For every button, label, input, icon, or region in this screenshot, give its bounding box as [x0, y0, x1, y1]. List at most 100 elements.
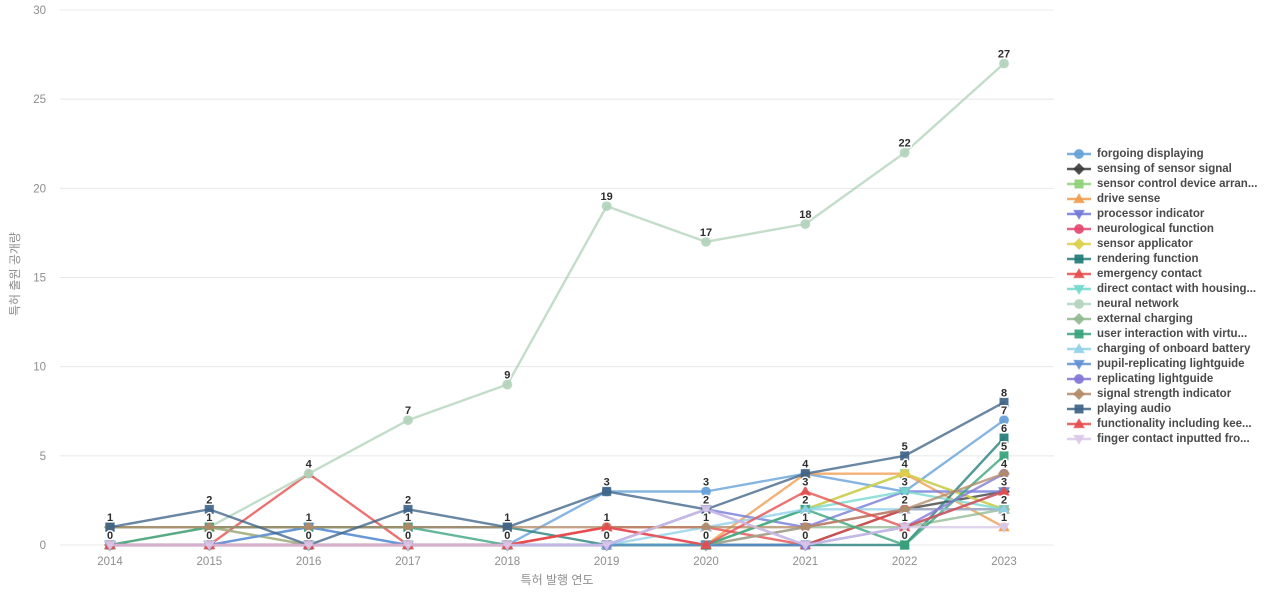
legend-marker-icon	[1067, 418, 1091, 429]
legend-item-functionality-including-kee[interactable]: functionality including kee...	[1066, 418, 1257, 430]
legend-item-user-interaction-with-virtu[interactable]: user interaction with virtu...	[1066, 328, 1257, 340]
data-point-finger-contact-inputted-fro[interactable]	[302, 540, 315, 552]
data-label: 2	[405, 494, 411, 506]
data-label: 1	[902, 512, 908, 524]
data-label: 7	[1001, 405, 1007, 417]
data-point-playing-audio[interactable]	[502, 522, 513, 532]
data-point-playing-audio[interactable]	[403, 504, 413, 515]
y-tick-label: 20	[33, 183, 46, 195]
data-point-playing-audio[interactable]	[899, 451, 910, 461]
data-point-neural-network[interactable]	[402, 415, 414, 426]
legend-marker-icon	[1067, 193, 1091, 204]
data-point-playing-audio[interactable]	[204, 504, 215, 515]
legend-item-neurological-function[interactable]: neurological function	[1066, 223, 1257, 235]
series-finger-contact-inputted-fro	[103, 505, 1011, 552]
series-neural-network	[104, 58, 1010, 551]
data-point-finger-contact-inputted-fro[interactable]	[501, 540, 514, 552]
data-point-signal-strength-indicator[interactable]	[699, 520, 713, 534]
legend-item-direct-contact-with-housing[interactable]: direct contact with housing...	[1066, 283, 1257, 295]
data-label: 17	[700, 227, 712, 239]
data-point-playing-audio[interactable]	[800, 468, 811, 479]
data-point-finger-contact-inputted-fro[interactable]	[997, 522, 1011, 534]
data-point-neural-network[interactable]	[998, 58, 1010, 69]
legend-item-sensor-control-device-arran[interactable]: sensor control device arran...	[1066, 178, 1257, 190]
data-point-signal-strength-indicator[interactable]	[898, 503, 911, 516]
legend-item-playing-audio[interactable]: playing audio	[1066, 403, 1257, 415]
legend-item-charging-of-onboard-battery[interactable]: charging of onboard battery	[1066, 343, 1257, 355]
data-point-neural-network[interactable]	[502, 379, 513, 390]
legend-item-forgoing-displaying[interactable]: forgoing displaying	[1066, 148, 1257, 160]
legend-item-label: neural network	[1097, 298, 1179, 310]
x-tick-label: 2021	[793, 556, 819, 568]
data-point-functionality-including-kee[interactable]	[799, 485, 812, 496]
data-point-neural-network[interactable]	[899, 147, 910, 158]
data-point-neural-network[interactable]	[800, 218, 811, 230]
data-point-neural-network[interactable]	[601, 201, 612, 212]
legend-item-replicating-lightguide[interactable]: replicating lightguide	[1066, 373, 1257, 385]
data-label: 1	[107, 512, 113, 524]
data-point-rendering-function[interactable]	[999, 433, 1009, 443]
data-label: 8	[1001, 387, 1007, 399]
data-point-charging-of-onboard-battery[interactable]	[799, 503, 812, 514]
legend-item-signal-strength-indicator[interactable]: signal strength indicator	[1066, 388, 1257, 400]
legend-item-label: sensor applicator	[1097, 238, 1193, 250]
data-point-functionality-including-kee[interactable]	[600, 520, 613, 532]
data-point-replicating-lightguide	[1073, 373, 1085, 385]
data-point-finger-contact-inputted-fro[interactable]	[203, 540, 216, 552]
data-point-signal-strength-indicator[interactable]	[401, 520, 415, 534]
legend-marker-icon	[1067, 209, 1091, 220]
legend-item-neural-network[interactable]: neural network	[1066, 298, 1257, 310]
data-point-functionality-including-kee[interactable]	[699, 538, 713, 550]
data-point-pupil-replicating-lightguide	[1072, 359, 1086, 370]
data-point-finger-contact-inputted-fro[interactable]	[401, 540, 415, 552]
legend-item-emergency-contact[interactable]: emergency contact	[1066, 268, 1257, 280]
data-point-signal-strength-indicator[interactable]	[302, 520, 315, 534]
legend-item-external-charging[interactable]: external charging	[1066, 313, 1257, 325]
x-axis-title: 특허 발행 연도	[520, 573, 594, 587]
data-label: 4	[802, 459, 809, 471]
data-point-finger-contact-inputted-fro[interactable]	[799, 540, 812, 552]
data-point-playing-audio[interactable]	[105, 522, 115, 532]
data-point-signal-strength-indicator[interactable]	[799, 520, 812, 534]
legend-item-pupil-replicating-lightguide[interactable]: pupil-replicating lightguide	[1066, 358, 1257, 370]
data-label: 3	[604, 477, 610, 489]
data-label: 2	[802, 494, 808, 506]
legend-item-processor-indicator[interactable]: processor indicator	[1066, 208, 1257, 220]
data-point-finger-contact-inputted-fro[interactable]	[103, 540, 117, 552]
legend-marker-icon	[1067, 434, 1091, 445]
data-point-finger-contact-inputted-fro[interactable]	[699, 505, 713, 516]
data-point-forgoing-displaying[interactable]	[700, 486, 712, 497]
x-tick-label: 2015	[197, 556, 223, 568]
data-point-direct-contact-with-housing[interactable]	[898, 487, 911, 498]
data-label: 19	[601, 191, 613, 203]
data-point-charging-of-onboard-battery[interactable]	[997, 503, 1011, 514]
legend-item-finger-contact-inputted-fro[interactable]: finger contact inputted fro...	[1066, 433, 1257, 445]
data-label: 2	[1001, 494, 1007, 506]
legend-item-sensing-of-sensor-signal[interactable]: sensing of sensor signal	[1066, 163, 1257, 175]
data-point-rendering-function	[1074, 254, 1084, 264]
data-point-finger-contact-inputted-fro[interactable]	[898, 522, 911, 534]
data-point-playing-audio[interactable]	[999, 397, 1009, 408]
data-point-neural-network[interactable]	[700, 236, 712, 247]
data-point-sensor-applicator[interactable]	[898, 467, 911, 480]
data-point-signal-strength-indicator[interactable]	[203, 520, 216, 534]
data-label: 1	[703, 512, 709, 524]
data-point-playing-audio[interactable]	[601, 486, 612, 497]
data-point-signal-strength-indicator[interactable]	[997, 467, 1011, 480]
data-label: 0	[504, 530, 510, 542]
legend-item-drive-sense[interactable]: drive sense	[1066, 193, 1257, 205]
data-point-neural-network[interactable]	[303, 468, 314, 479]
data-point-external-charging	[1072, 313, 1086, 325]
legend-item-label: sensing of sensor signal	[1097, 163, 1232, 175]
data-label: 4	[902, 459, 909, 471]
data-point-emergency-contact	[1072, 268, 1086, 279]
data-point-user-interaction-with-virtu[interactable]	[999, 451, 1009, 461]
data-point-forgoing-displaying[interactable]	[998, 415, 1010, 426]
data-point-user-interaction-with-virtu[interactable]	[899, 540, 910, 550]
legend-item-rendering-function[interactable]: rendering function	[1066, 253, 1257, 265]
data-point-finger-contact-inputted-fro[interactable]	[600, 540, 613, 552]
legend-item-sensor-applicator[interactable]: sensor applicator	[1066, 238, 1257, 250]
data-point-functionality-including-kee[interactable]	[997, 485, 1011, 496]
legend-item-label: rendering function	[1097, 253, 1199, 265]
